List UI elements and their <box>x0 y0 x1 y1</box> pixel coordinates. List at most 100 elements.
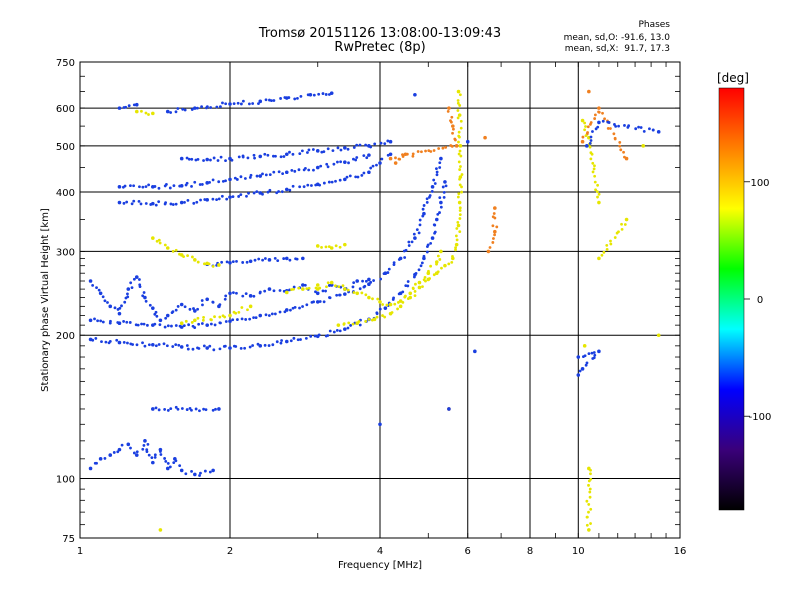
data-point <box>237 311 240 314</box>
data-point <box>164 201 167 204</box>
data-point <box>254 259 257 262</box>
data-point <box>102 295 105 298</box>
data-point <box>587 90 591 94</box>
data-point <box>434 182 437 185</box>
data-point <box>131 202 134 205</box>
data-point <box>292 288 295 291</box>
data-series <box>118 93 661 426</box>
data-point <box>132 200 135 203</box>
colorbar-tick-label: 0 <box>757 295 763 306</box>
data-point <box>458 113 462 117</box>
y-tick-label: 400 <box>56 188 75 199</box>
data-point <box>228 346 232 350</box>
data-point <box>105 341 108 344</box>
data-point <box>145 300 148 303</box>
data-point <box>212 348 215 351</box>
data-point <box>240 175 243 178</box>
data-point <box>360 174 363 177</box>
data-point <box>205 346 209 350</box>
data-point <box>186 254 189 257</box>
data-point <box>418 286 422 290</box>
data-point <box>290 339 293 342</box>
data-point <box>279 97 282 100</box>
data-point <box>273 289 276 292</box>
data-point <box>200 105 203 108</box>
data-series <box>118 153 371 189</box>
data-point <box>166 110 170 114</box>
data-point <box>383 316 386 319</box>
data-point <box>233 102 236 105</box>
data-point <box>450 116 453 119</box>
data-point <box>459 150 462 153</box>
data-point <box>442 186 445 189</box>
data-point <box>389 157 393 161</box>
data-point <box>193 258 197 262</box>
data-point <box>427 244 430 247</box>
data-point <box>221 101 224 104</box>
data-point <box>589 508 592 511</box>
data-point <box>251 344 254 347</box>
data-point <box>317 93 320 96</box>
data-point <box>589 522 592 525</box>
data-point <box>141 186 144 189</box>
data-point <box>120 304 123 307</box>
data-point <box>191 256 194 259</box>
data-point <box>458 131 461 134</box>
data-point <box>391 311 394 314</box>
data-point <box>363 172 366 175</box>
data-point <box>620 223 623 226</box>
data-point <box>148 454 151 457</box>
data-point <box>139 285 142 288</box>
data-point <box>118 185 122 189</box>
data-point <box>145 202 148 205</box>
data-series <box>135 110 347 250</box>
data-point <box>602 120 605 123</box>
data-point <box>412 152 415 155</box>
data-point <box>296 97 299 100</box>
data-point <box>343 160 347 164</box>
data-point <box>443 264 447 268</box>
data-point <box>100 340 103 343</box>
data-point <box>443 191 446 194</box>
data-point <box>454 246 457 249</box>
data-point <box>166 344 169 347</box>
data-point <box>192 202 195 205</box>
data-point <box>413 233 416 236</box>
data-point <box>219 347 222 350</box>
data-point <box>407 241 410 244</box>
data-point <box>411 241 414 244</box>
data-point <box>167 324 170 327</box>
data-point <box>436 173 439 176</box>
data-point <box>165 183 168 186</box>
data-point <box>384 306 388 310</box>
data-point <box>622 151 625 154</box>
data-point <box>250 174 253 177</box>
data-point <box>614 137 617 140</box>
data-point <box>325 93 328 96</box>
data-point <box>587 484 590 487</box>
data-point <box>151 236 155 240</box>
data-point <box>354 159 357 162</box>
data-point <box>447 262 450 265</box>
data-point <box>433 223 436 226</box>
data-point <box>355 156 358 159</box>
data-point <box>204 470 207 473</box>
data-point <box>144 345 147 348</box>
data-point <box>232 291 235 294</box>
data-point <box>245 292 248 295</box>
data-point <box>271 312 274 315</box>
data-point <box>487 250 491 254</box>
data-point <box>224 159 227 162</box>
data-point <box>343 327 347 331</box>
data-point <box>129 447 132 450</box>
data-point <box>212 198 215 201</box>
data-point <box>218 198 221 201</box>
data-point <box>455 243 459 247</box>
data-point <box>201 183 204 186</box>
data-point <box>129 281 132 284</box>
data-point <box>246 308 249 311</box>
data-point <box>151 306 155 310</box>
data-point <box>329 296 332 299</box>
data-point <box>149 203 152 206</box>
data-point <box>364 144 367 147</box>
